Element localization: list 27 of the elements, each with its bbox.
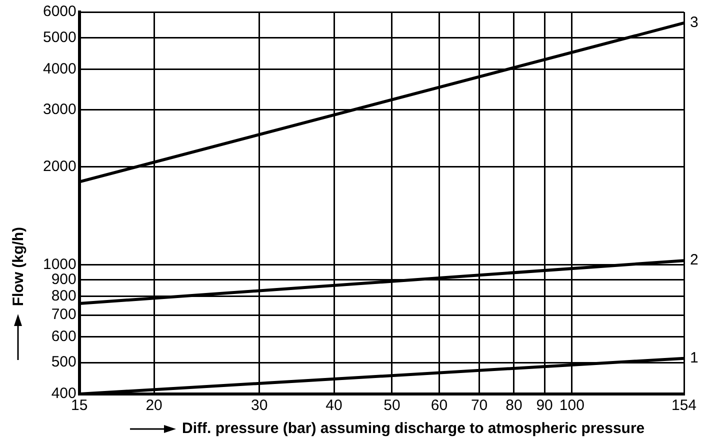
y-tick-label: 3000 — [42, 100, 76, 118]
series-label: 2 — [690, 252, 698, 269]
x-tick-label: 30 — [250, 397, 268, 414]
y-tick-label: 1000 — [42, 256, 76, 273]
x-tick-label: 15 — [71, 397, 88, 414]
x-tick-label: 90 — [536, 397, 553, 414]
y-tick-label: 5000 — [42, 28, 76, 46]
y-tick-label: 500 — [51, 354, 76, 371]
x-tick-label: 20 — [146, 397, 162, 414]
x-tick-label: 80 — [506, 397, 522, 414]
y-tick-label: 700 — [51, 306, 76, 324]
y-tick-label: 2000 — [42, 158, 76, 176]
y-tick-label: 600 — [51, 328, 76, 345]
series-label: 3 — [690, 14, 698, 32]
y-tick-label: 4000 — [42, 60, 76, 78]
x-tick-label: 50 — [384, 397, 400, 414]
y-tick-label: 800 — [51, 287, 76, 304]
x-tick-label: 40 — [326, 397, 342, 414]
series-label: 1 — [690, 349, 698, 366]
y-tick-label: 900 — [51, 270, 76, 288]
x-tick-label: 60 — [430, 397, 448, 414]
x-tick-label: 154 — [671, 397, 697, 414]
y-axis-title: Flow (kg/h) — [10, 226, 26, 306]
x-tick-label: 100 — [559, 397, 584, 414]
y-tick-label: 6000 — [42, 3, 76, 20]
x-axis-title: Diff. pressure (bar) assuming discharge to atmospheric pressure — [182, 420, 645, 437]
x-tick-label: 70 — [470, 397, 488, 414]
